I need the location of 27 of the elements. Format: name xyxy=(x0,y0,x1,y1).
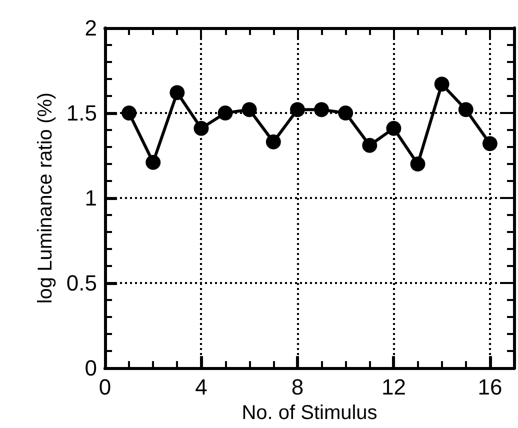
point xyxy=(194,120,209,136)
y-axis-title: log Luminance ratio (%) xyxy=(34,92,57,304)
point xyxy=(218,106,233,121)
point xyxy=(482,136,498,152)
point xyxy=(290,102,305,118)
point xyxy=(170,85,185,100)
point xyxy=(386,120,402,136)
x-axis-title: No. of Stimulus xyxy=(242,402,378,424)
x-tick-label: 12 xyxy=(381,374,406,400)
point xyxy=(122,106,137,121)
y-tick-label: 2 xyxy=(84,16,97,40)
point xyxy=(338,106,354,121)
point xyxy=(434,76,450,92)
x-tick-label: 4 xyxy=(195,374,208,400)
point xyxy=(242,102,257,118)
point xyxy=(362,138,378,153)
y-tick-label: 1.5 xyxy=(66,100,97,126)
y-tick-label: 0 xyxy=(84,356,97,381)
point xyxy=(266,134,281,150)
x-tick-label: 16 xyxy=(478,374,502,400)
point xyxy=(458,102,474,118)
y-tick-label: 0.5 xyxy=(66,270,97,296)
point xyxy=(410,156,426,172)
x-tick-label: 8 xyxy=(291,374,304,400)
y-tick-label: 1 xyxy=(84,186,97,211)
point xyxy=(314,102,330,118)
point xyxy=(146,154,161,170)
